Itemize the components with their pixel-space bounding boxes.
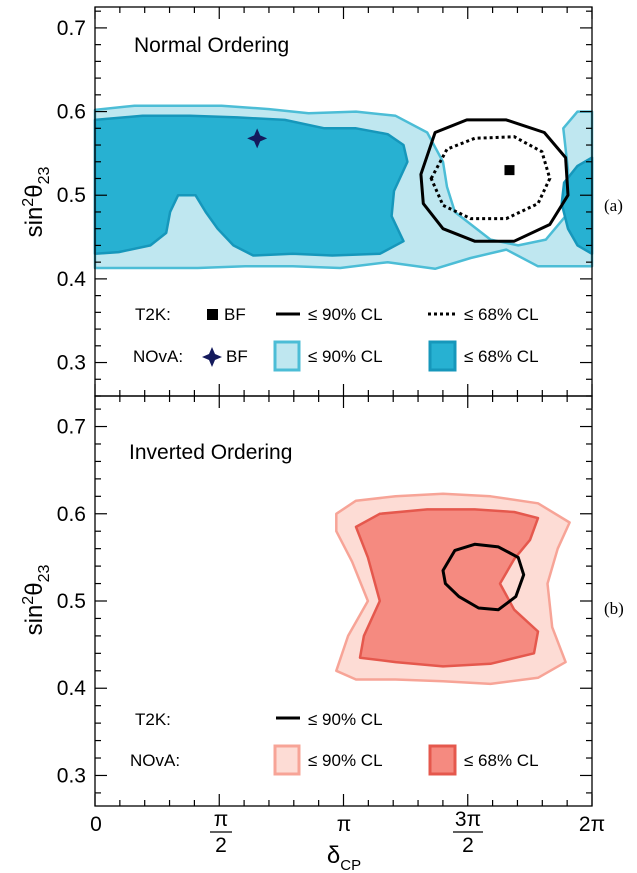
nova-68-region bbox=[93, 114, 409, 257]
legend-b-nova-90: ≤ 90% CL bbox=[308, 751, 383, 770]
legend-a-nova-68-box bbox=[428, 340, 457, 372]
legend-a-t2k-bf-marker bbox=[207, 309, 218, 320]
panel-a-contours bbox=[93, 104, 594, 271]
legend-b-nova-68: ≤ 68% CL bbox=[464, 751, 539, 770]
legend-a-nova-bf-marker bbox=[202, 347, 222, 367]
x-tick-2pi: 2π bbox=[579, 813, 605, 836]
panel-a-title: Normal Ordering bbox=[134, 34, 289, 57]
t2k-90-contour bbox=[419, 118, 570, 243]
x-tick-labels: 0 π 2 π 3π 2 2π bbox=[90, 808, 605, 857]
panel-b-title: Inverted Ordering bbox=[129, 441, 292, 464]
legend-b-nova-90-box bbox=[273, 744, 301, 776]
panel-b-ylabel: sin2θ23 bbox=[20, 565, 53, 636]
y-tick-label: 0.6 bbox=[57, 503, 86, 526]
x-tick-0: 0 bbox=[90, 813, 102, 836]
y-tick-label: 0.3 bbox=[57, 764, 86, 787]
panel-a-legend: T2K: BF ≤ 90% CL ≤ 68% CL NOvA: BF ≤ 90%… bbox=[133, 305, 539, 372]
t2k-best-fit-point bbox=[504, 165, 515, 176]
legend-a-nova-90: ≤ 90% CL bbox=[308, 347, 383, 366]
panel-b-legend: T2K: ≤ 90% CL NOvA: ≤ 90% CL ≤ 68% CL bbox=[130, 710, 539, 776]
x-tick-pi: π bbox=[337, 813, 352, 836]
t2k-90-contour bbox=[441, 542, 526, 612]
legend-b-t2k-90: ≤ 90% CL bbox=[308, 710, 383, 729]
legend-a-t2k-90: ≤ 90% CL bbox=[308, 305, 383, 324]
nova-68-region-right bbox=[560, 156, 594, 256]
y-tick-label: 0.7 bbox=[57, 416, 86, 439]
legend-a-t2k-bf: BF bbox=[224, 305, 246, 324]
legend-a-nova-label: NOvA: bbox=[133, 347, 183, 366]
legend-a-t2k-label: T2K: bbox=[135, 305, 171, 324]
legend-a-nova-90-box bbox=[273, 340, 301, 372]
legend-a-nova-68: ≤ 68% CL bbox=[464, 347, 539, 366]
nova-68-region bbox=[354, 508, 540, 668]
panel-a-text: Normal Ordering (a) sin2θ23 bbox=[20, 34, 623, 237]
x-tick-3pi2-den: 2 bbox=[462, 834, 474, 857]
panel-b-text: Inverted Ordering (b) sin2θ23 bbox=[20, 441, 624, 635]
legend-b-nova-68-box bbox=[428, 744, 457, 776]
y-tick-label: 0.6 bbox=[57, 101, 86, 124]
x-axis-label: δCP bbox=[327, 842, 361, 873]
t2k-68-contour bbox=[429, 135, 552, 221]
y-tick-label: 0.4 bbox=[57, 268, 87, 291]
nova-best-fit-point bbox=[247, 128, 268, 149]
panel-a-ticks: 0.3 0.4 0.5 0.6 0.7 bbox=[57, 7, 593, 397]
panel-a-label: (a) bbox=[604, 196, 623, 215]
panel-b-label: (b) bbox=[604, 599, 624, 618]
y-tick-label: 0.5 bbox=[57, 184, 86, 207]
x-tick-pi2-num: π bbox=[214, 808, 229, 831]
panel-b-frame bbox=[94, 395, 593, 807]
legend-b-nova-label: NOvA: bbox=[130, 751, 180, 770]
x-tick-3pi2-num: 3π bbox=[455, 808, 481, 831]
x-tick-pi2-den: 2 bbox=[215, 834, 227, 857]
y-tick-label: 0.7 bbox=[57, 17, 86, 40]
y-tick-label: 0.4 bbox=[57, 677, 87, 700]
panel-b-contours bbox=[335, 492, 571, 686]
legend-a-t2k-68: ≤ 68% CL bbox=[464, 305, 539, 324]
panel-a-ylabel: sin2θ23 bbox=[20, 167, 53, 238]
y-tick-label: 0.5 bbox=[57, 590, 86, 613]
legend-b-t2k-label: T2K: bbox=[135, 710, 171, 729]
y-tick-label: 0.3 bbox=[57, 352, 86, 375]
legend-a-nova-bf: BF bbox=[226, 347, 248, 366]
